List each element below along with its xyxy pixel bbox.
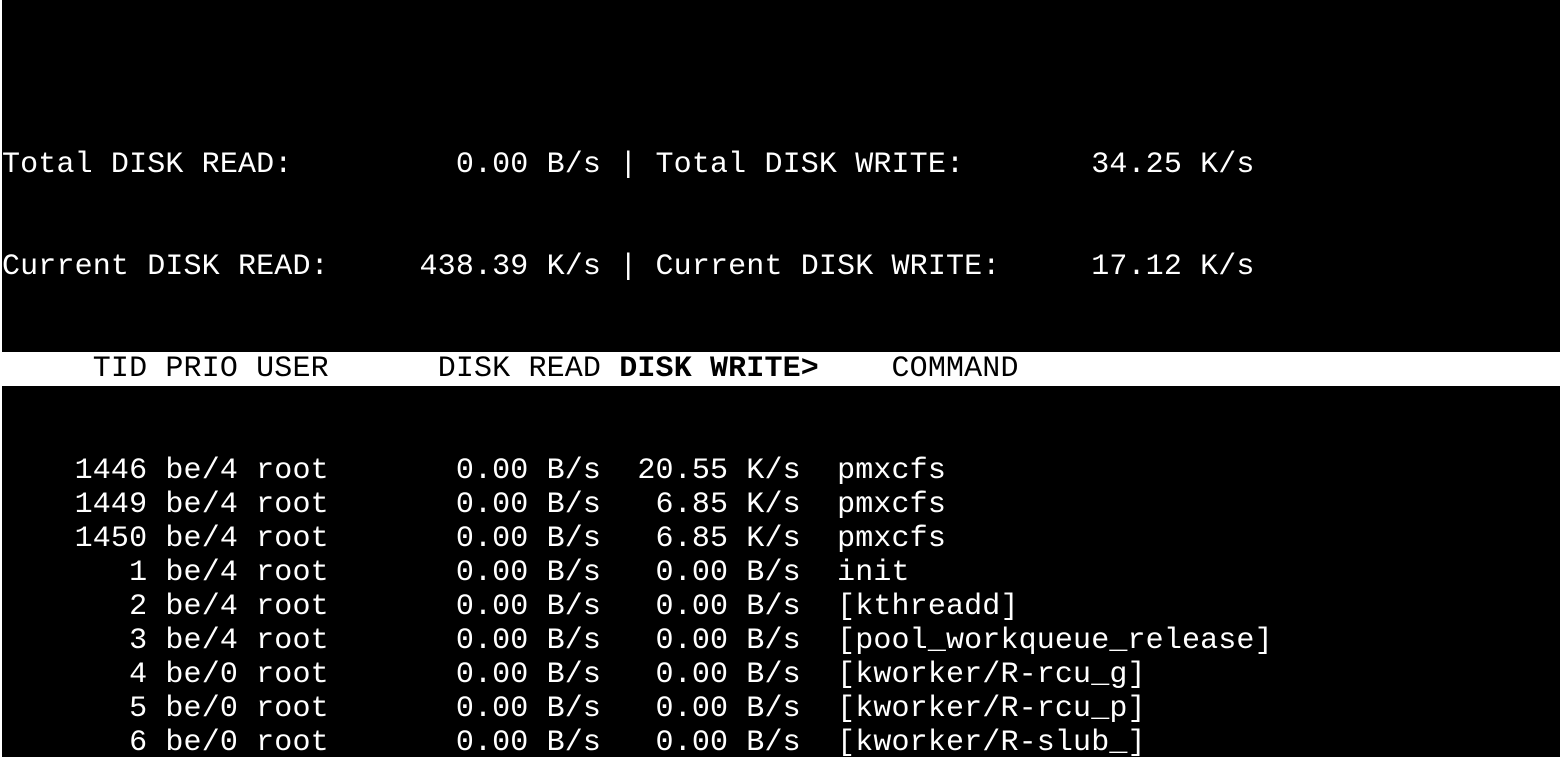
process-tid: 1 (2, 556, 148, 590)
process-disk-write: 20.55 K/s (601, 454, 801, 488)
process-disk-read: 0.00 B/s (437, 658, 602, 692)
process-command: [kworker/R-rcu_p] (800, 692, 1146, 726)
process-tid: 1450 (2, 522, 148, 556)
summary-line-1: Total DISK READ: 0.00 B/s | Total DISK W… (2, 148, 1560, 182)
column-user: USER (238, 352, 438, 386)
process-tid: 6 (2, 726, 148, 757)
process-command: pmxcfs (800, 522, 946, 556)
process-disk-read: 0.00 B/s (437, 624, 602, 658)
process-command: pmxcfs (800, 488, 946, 522)
process-prio: be/0 (147, 692, 238, 726)
process-prio: be/4 (147, 624, 238, 658)
process-user: root (238, 590, 438, 624)
summary-separator: | (601, 250, 656, 284)
process-prio: be/4 (147, 488, 238, 522)
current-disk-write-value: 17.12 K/s (1000, 250, 1255, 284)
process-command: init (800, 556, 910, 590)
process-row: 1449 be/4 root 0.00 B/s 6.85 K/s pmxcfs (2, 488, 1560, 522)
process-tid: 1449 (2, 488, 148, 522)
process-prio: be/4 (147, 556, 238, 590)
summary-separator: | (601, 148, 656, 182)
process-prio: be/0 (147, 658, 238, 692)
process-disk-write: 0.00 B/s (601, 590, 801, 624)
process-disk-write: 6.85 K/s (601, 488, 801, 522)
process-tid: 3 (2, 624, 148, 658)
process-user: root (238, 454, 438, 488)
process-tid: 2 (2, 590, 148, 624)
table-header-row: TID PRIO USER DISK READ DISK WRITE> COMM… (2, 352, 1560, 386)
process-command: [pool_workqueue_release] (800, 624, 1273, 658)
process-prio: be/0 (147, 726, 238, 757)
current-disk-read-value: 438.39 K/s (328, 250, 602, 284)
process-user: root (238, 522, 438, 556)
process-row: 1446 be/4 root 0.00 B/s 20.55 K/s pmxcfs (2, 454, 1560, 488)
column-disk-read: DISK READ (437, 352, 602, 386)
process-disk-read: 0.00 B/s (437, 488, 602, 522)
process-user: root (238, 692, 438, 726)
process-row: 4 be/0 root 0.00 B/s 0.00 B/s [kworker/R… (2, 658, 1560, 692)
process-row: 1450 be/4 root 0.00 B/s 6.85 K/s pmxcfs (2, 522, 1560, 556)
process-user: root (238, 624, 438, 658)
process-prio: be/4 (147, 522, 238, 556)
total-disk-read-label: Total DISK READ: (2, 148, 293, 182)
process-disk-write: 0.00 B/s (601, 624, 801, 658)
current-disk-read-label: Current DISK READ: (2, 250, 329, 284)
process-row: 1 be/4 root 0.00 B/s 0.00 B/s init (2, 556, 1560, 590)
process-row: 5 be/0 root 0.00 B/s 0.00 B/s [kworker/R… (2, 692, 1560, 726)
process-disk-read: 0.00 B/s (437, 692, 602, 726)
process-command: [kworker/R-rcu_g] (800, 658, 1146, 692)
process-disk-read: 0.00 B/s (437, 454, 602, 488)
process-disk-read: 0.00 B/s (437, 726, 602, 757)
summary-line-2: Current DISK READ: 438.39 K/s | Current … (2, 250, 1560, 284)
total-disk-write-value: 34.25 K/s (964, 148, 1255, 182)
process-disk-read: 0.00 B/s (437, 590, 602, 624)
process-tid: 4 (2, 658, 148, 692)
process-user: root (238, 726, 438, 757)
process-disk-write: 0.00 B/s (601, 692, 801, 726)
process-prio: be/4 (147, 590, 238, 624)
column-disk-write-sorted: DISK WRITE> (601, 352, 819, 386)
process-row: 6 be/0 root 0.00 B/s 0.00 B/s [kworker/R… (2, 726, 1560, 757)
top-padding (2, 68, 1560, 80)
total-disk-write-label: Total DISK WRITE: (655, 148, 965, 182)
column-command: COMMAND (818, 352, 1019, 386)
process-tid: 5 (2, 692, 148, 726)
total-disk-read-value: 0.00 B/s (292, 148, 602, 182)
process-row: 3 be/4 root 0.00 B/s 0.00 B/s [pool_work… (2, 624, 1560, 658)
process-disk-write: 0.00 B/s (601, 658, 801, 692)
process-user: root (238, 488, 438, 522)
process-user: root (238, 556, 438, 590)
process-disk-write: 0.00 B/s (601, 726, 801, 757)
process-disk-write: 0.00 B/s (601, 556, 801, 590)
process-user: root (238, 658, 438, 692)
process-row: 2 be/4 root 0.00 B/s 0.00 B/s [kthreadd] (2, 590, 1560, 624)
process-rows: 1446 be/4 root 0.00 B/s 20.55 K/s pmxcfs… (2, 454, 1560, 757)
column-prio: PRIO (147, 352, 238, 386)
current-disk-write-label: Current DISK WRITE: (655, 250, 1001, 284)
process-command: [kthreadd] (800, 590, 1019, 624)
process-tid: 1446 (2, 454, 148, 488)
process-prio: be/4 (147, 454, 238, 488)
column-tid: TID (2, 352, 148, 386)
process-command: [kworker/R-slub_] (800, 726, 1146, 757)
process-disk-read: 0.00 B/s (437, 556, 602, 590)
process-command: pmxcfs (800, 454, 946, 488)
process-disk-read: 0.00 B/s (437, 522, 602, 556)
process-disk-write: 6.85 K/s (601, 522, 801, 556)
